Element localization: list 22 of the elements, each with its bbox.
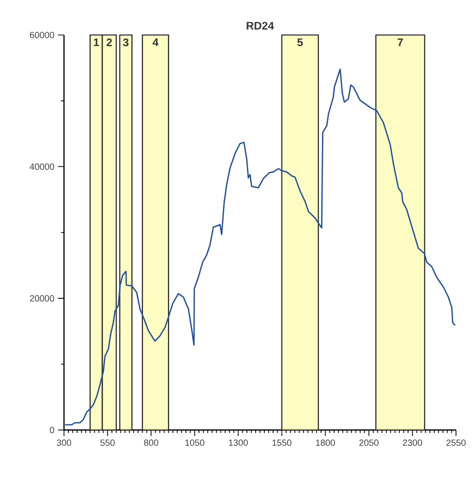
x-tick-label: 2300	[402, 440, 422, 446]
band-label: 1	[94, 38, 99, 46]
y-tick-label: 0	[50, 426, 54, 434]
x-tick-label: 2550	[446, 440, 466, 446]
band-label: 2	[106, 38, 112, 46]
x-tick-label: 550	[100, 440, 115, 446]
chart-title: RD24	[246, 22, 274, 30]
x-tick-label: 300	[56, 440, 72, 446]
line-series	[64, 68, 456, 426]
x-tick-label: 1050	[185, 440, 204, 446]
band-label: 4	[152, 38, 158, 46]
x-tick-label: 800	[144, 440, 158, 446]
x-tick-label: 1800	[316, 440, 335, 446]
x-tick-label: 2050	[359, 440, 379, 446]
y-tick-label: 20000	[30, 295, 54, 302]
y-tick-label: 40000	[30, 163, 54, 170]
band-label: 3	[123, 38, 129, 46]
band-label: 5	[297, 38, 303, 46]
y-tick-label: 60000	[30, 32, 54, 38]
band-label: 7	[398, 38, 403, 46]
x-tick-label: 1550	[272, 440, 292, 446]
x-tick-label: 1300	[228, 440, 248, 446]
